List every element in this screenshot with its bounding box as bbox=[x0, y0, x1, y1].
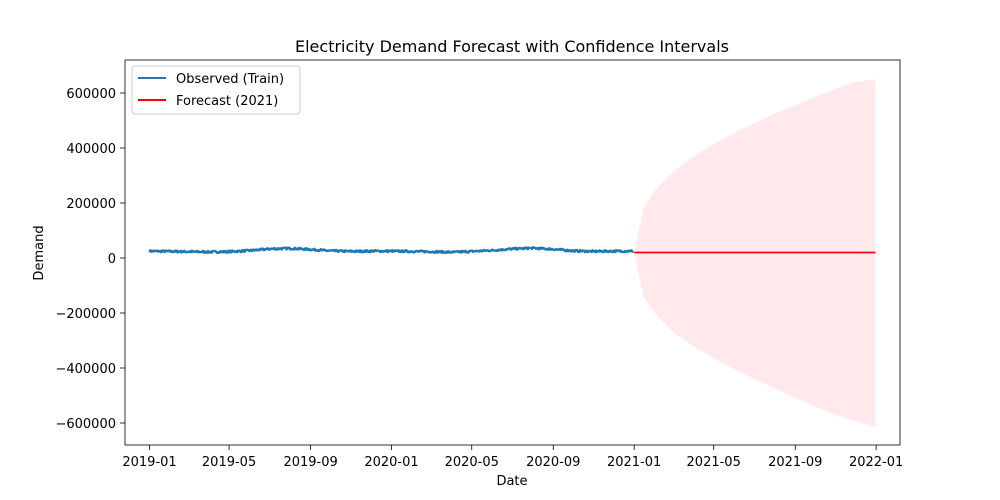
y-tick-label: 600000 bbox=[66, 87, 116, 102]
legend-label-observed: Observed (Train) bbox=[176, 72, 284, 87]
x-tick-label: 2020-01 bbox=[364, 455, 418, 470]
x-tick-label: 2021-01 bbox=[607, 455, 661, 470]
legend-box bbox=[131, 65, 301, 115]
x-tick-label: 2020-09 bbox=[526, 455, 580, 470]
legend: Observed (Train) Forecast (2021) bbox=[131, 65, 301, 115]
y-axis: −600000 −400000 −200000 0 200000 400000 600000 bbox=[55, 87, 125, 432]
y-tick-label: −200000 bbox=[55, 307, 116, 322]
x-tick-label: 2022-01 bbox=[849, 455, 903, 470]
x-tick-label: 2019-05 bbox=[202, 455, 256, 470]
x-axis: 2019-01 2019-05 2019-09 2020-01 2020-05 2020-… bbox=[122, 445, 903, 470]
y-tick-label: 200000 bbox=[66, 197, 116, 212]
plot-frame bbox=[124, 59, 901, 446]
chart-title: Electricity Demand Forecast with Confide… bbox=[295, 37, 729, 56]
y-axis-label: Demand bbox=[32, 225, 47, 280]
x-tick-label: 2019-01 bbox=[122, 455, 176, 470]
y-tick-label: 0 bbox=[108, 252, 116, 267]
x-tick-label: 2019-09 bbox=[283, 455, 337, 470]
x-tick-label: 2021-05 bbox=[687, 455, 741, 470]
y-tick-label: −600000 bbox=[55, 417, 116, 432]
x-tick-label: 2021-09 bbox=[768, 455, 822, 470]
legend-label-forecast: Forecast (2021) bbox=[176, 94, 278, 109]
x-axis-label: Date bbox=[496, 474, 527, 489]
x-tick-label: 2020-05 bbox=[445, 455, 499, 470]
y-tick-label: −400000 bbox=[55, 362, 116, 377]
y-tick-label: 400000 bbox=[66, 142, 116, 157]
plot-area bbox=[148, 79, 876, 428]
series-line-observed bbox=[148, 245, 635, 255]
